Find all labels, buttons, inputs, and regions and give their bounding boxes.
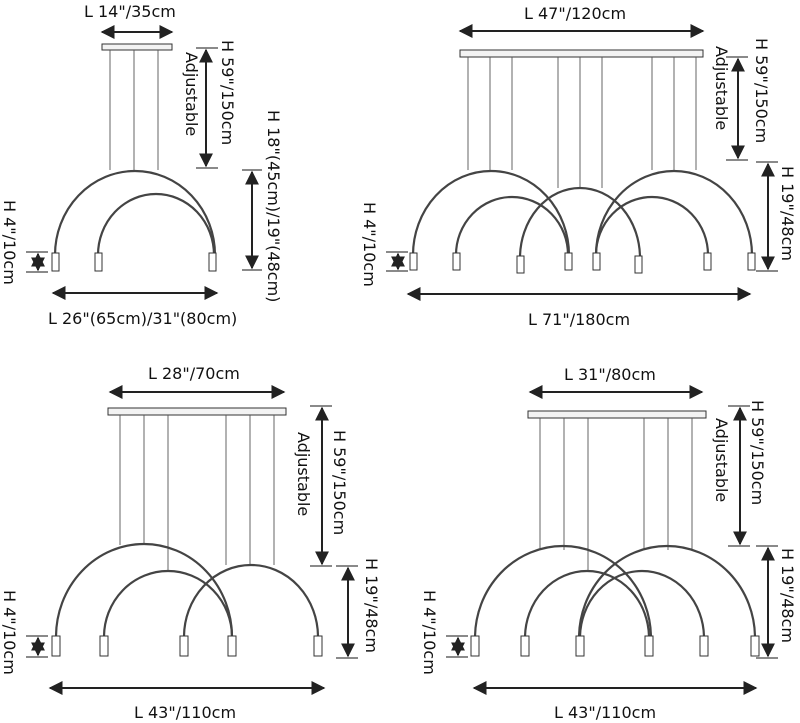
adjustable-label: Adjustable [182, 52, 201, 136]
lamp-height-label: H 4"/10cm [360, 202, 379, 287]
fixture-arc [594, 195, 710, 256]
lamp-head [750, 635, 760, 657]
fixture-arc [523, 569, 651, 639]
cable-height-label: H 59"/150cm [218, 40, 237, 145]
lamp-height-label: H 4"/10cm [0, 200, 19, 285]
fixture-height-label: H 18"(45cm)/19"(48cm) [264, 110, 283, 302]
fixture-arc [96, 192, 216, 256]
fixture-arc [182, 563, 320, 638]
adjustable-label: Adjustable [294, 432, 313, 516]
total-length-label: L 26"(65cm)/31"(80cm) [48, 309, 237, 328]
diagram-top-left: L 14"/35cm H 59"/150cm Adjustable H 18"(… [0, 2, 283, 328]
lamp-head [747, 252, 756, 271]
fixture-arc [54, 542, 234, 638]
fixture-height-label: H 19"/48cm [778, 548, 797, 643]
total-length-label: L 43"/110cm [554, 703, 656, 722]
lamp-height-label: H 4"/10cm [420, 590, 439, 675]
lamp-head [634, 255, 643, 274]
lamp-head [520, 635, 530, 657]
lamp-head [227, 635, 237, 657]
lamp-head [592, 252, 601, 271]
fixture-arc [53, 169, 217, 256]
lamp-head [575, 635, 585, 657]
fixture-height-label: H 19"/48cm [362, 558, 381, 653]
total-length-label: L 71"/180cm [528, 310, 630, 329]
canopy-plate [107, 407, 287, 416]
fixture-arc [578, 569, 706, 639]
diagram-top-right: L 47"/120cm H 59"/150cm Adjustable H 19"… [360, 4, 797, 329]
fixture-arc [411, 169, 571, 256]
lamp-head [94, 252, 103, 272]
lamp-head [51, 635, 61, 657]
total-length-label: L 43"/110cm [134, 703, 236, 722]
lamp-head [564, 252, 573, 271]
lamp-head [470, 635, 480, 657]
fixture-height-label: H 19"/48cm [778, 166, 797, 261]
lamp-head [409, 252, 418, 271]
lamp-head [51, 252, 60, 272]
canopy-length-label: L 28"/70cm [148, 364, 240, 383]
lamp-head [644, 635, 654, 657]
lamp-head [516, 255, 525, 274]
adjustable-label: Adjustable [712, 46, 731, 130]
lamp-height-label: H 4"/10cm [0, 590, 19, 675]
lamp-head [208, 252, 217, 272]
cable-height-label: H 59"/150cm [748, 400, 767, 505]
lamp-head [179, 635, 189, 657]
fixture-arc [454, 195, 570, 256]
fixture-arc [518, 186, 642, 259]
cable-height-label: H 59"/150cm [752, 38, 771, 143]
diagram-bottom-left: L 28"/70cm H 59"/150cm Adjustable H 19"/… [0, 364, 381, 722]
canopy-length-label: L 14"/35cm [84, 2, 176, 21]
diagram-bottom-right: L 31"/80cm H 59"/150cm Adjustable H 19"/… [420, 365, 797, 722]
canopy-plate [459, 49, 704, 58]
fixture-arc [473, 544, 653, 639]
canopy-plate [101, 43, 173, 51]
canopy-plate [527, 410, 707, 419]
fixture-arc [577, 544, 757, 639]
lamp-head [99, 635, 109, 657]
canopy-length-label: L 47"/120cm [524, 4, 626, 23]
lamp-head [703, 252, 712, 271]
adjustable-label: Adjustable [712, 418, 731, 502]
lamp-head [699, 635, 709, 657]
fixture-arc [594, 169, 754, 256]
fixture-arc [102, 569, 234, 638]
cable-height-label: H 59"/150cm [330, 430, 349, 535]
lamp-head [452, 252, 461, 271]
lamp-head [313, 635, 323, 657]
canopy-length-label: L 31"/80cm [564, 365, 656, 384]
